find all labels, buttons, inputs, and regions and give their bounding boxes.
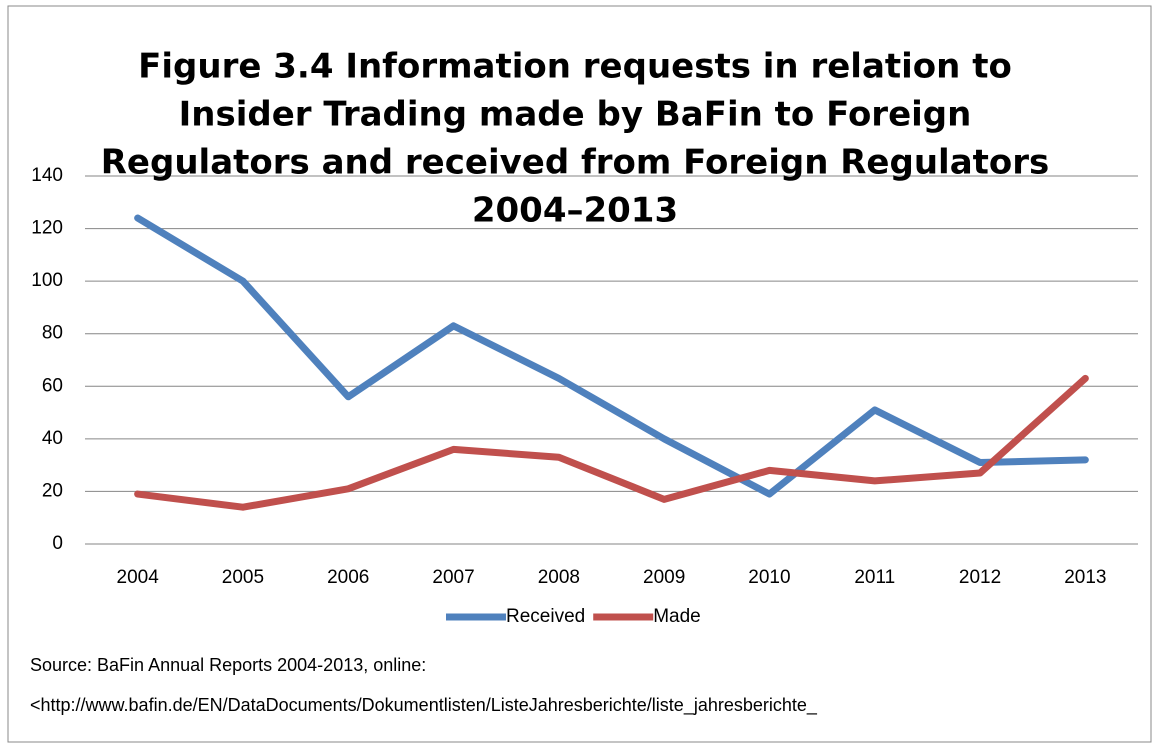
- legend-label: Made: [653, 606, 701, 627]
- chart-title: Figure 3.4 Information requests in relat…: [138, 47, 1012, 87]
- y-tick-label: 0: [52, 533, 63, 554]
- chart-title: Regulators and received from Foreign Reg…: [101, 143, 1050, 183]
- x-tick-label: 2011: [854, 567, 895, 588]
- data-line: [134, 214, 1089, 498]
- legend-label: Received: [506, 606, 585, 627]
- x-tick-label: 2013: [1064, 567, 1106, 588]
- source-note: Source: BaFin Annual Reports 2004-2013, …: [30, 655, 426, 675]
- x-tick-label: 2010: [748, 567, 790, 588]
- y-tick-label: 120: [31, 218, 63, 239]
- data-line: [134, 374, 1089, 511]
- chart-title: 2004–2013: [472, 191, 678, 231]
- x-tick-label: 2007: [432, 567, 474, 588]
- y-tick-label: 80: [42, 323, 63, 344]
- y-tick-label: 100: [31, 270, 63, 291]
- x-tick-label: 2004: [117, 567, 160, 588]
- x-tick-label: 2008: [538, 567, 580, 588]
- chart-title: Insider Trading made by BaFin to Foreign: [179, 95, 972, 135]
- x-tick-label: 2005: [222, 567, 264, 588]
- y-tick-label: 40: [42, 428, 63, 449]
- x-tick-label: 2009: [643, 567, 685, 588]
- source-note: <http://www.bafin.de/EN/DataDocuments/Do…: [30, 695, 818, 716]
- x-tick-label: 2012: [959, 567, 1001, 588]
- y-tick-label: 20: [42, 480, 63, 501]
- y-tick-label: 60: [42, 375, 63, 396]
- chart-frame: [7, 5, 1152, 743]
- y-tick-label: 140: [31, 165, 63, 186]
- x-tick-label: 2006: [327, 567, 369, 588]
